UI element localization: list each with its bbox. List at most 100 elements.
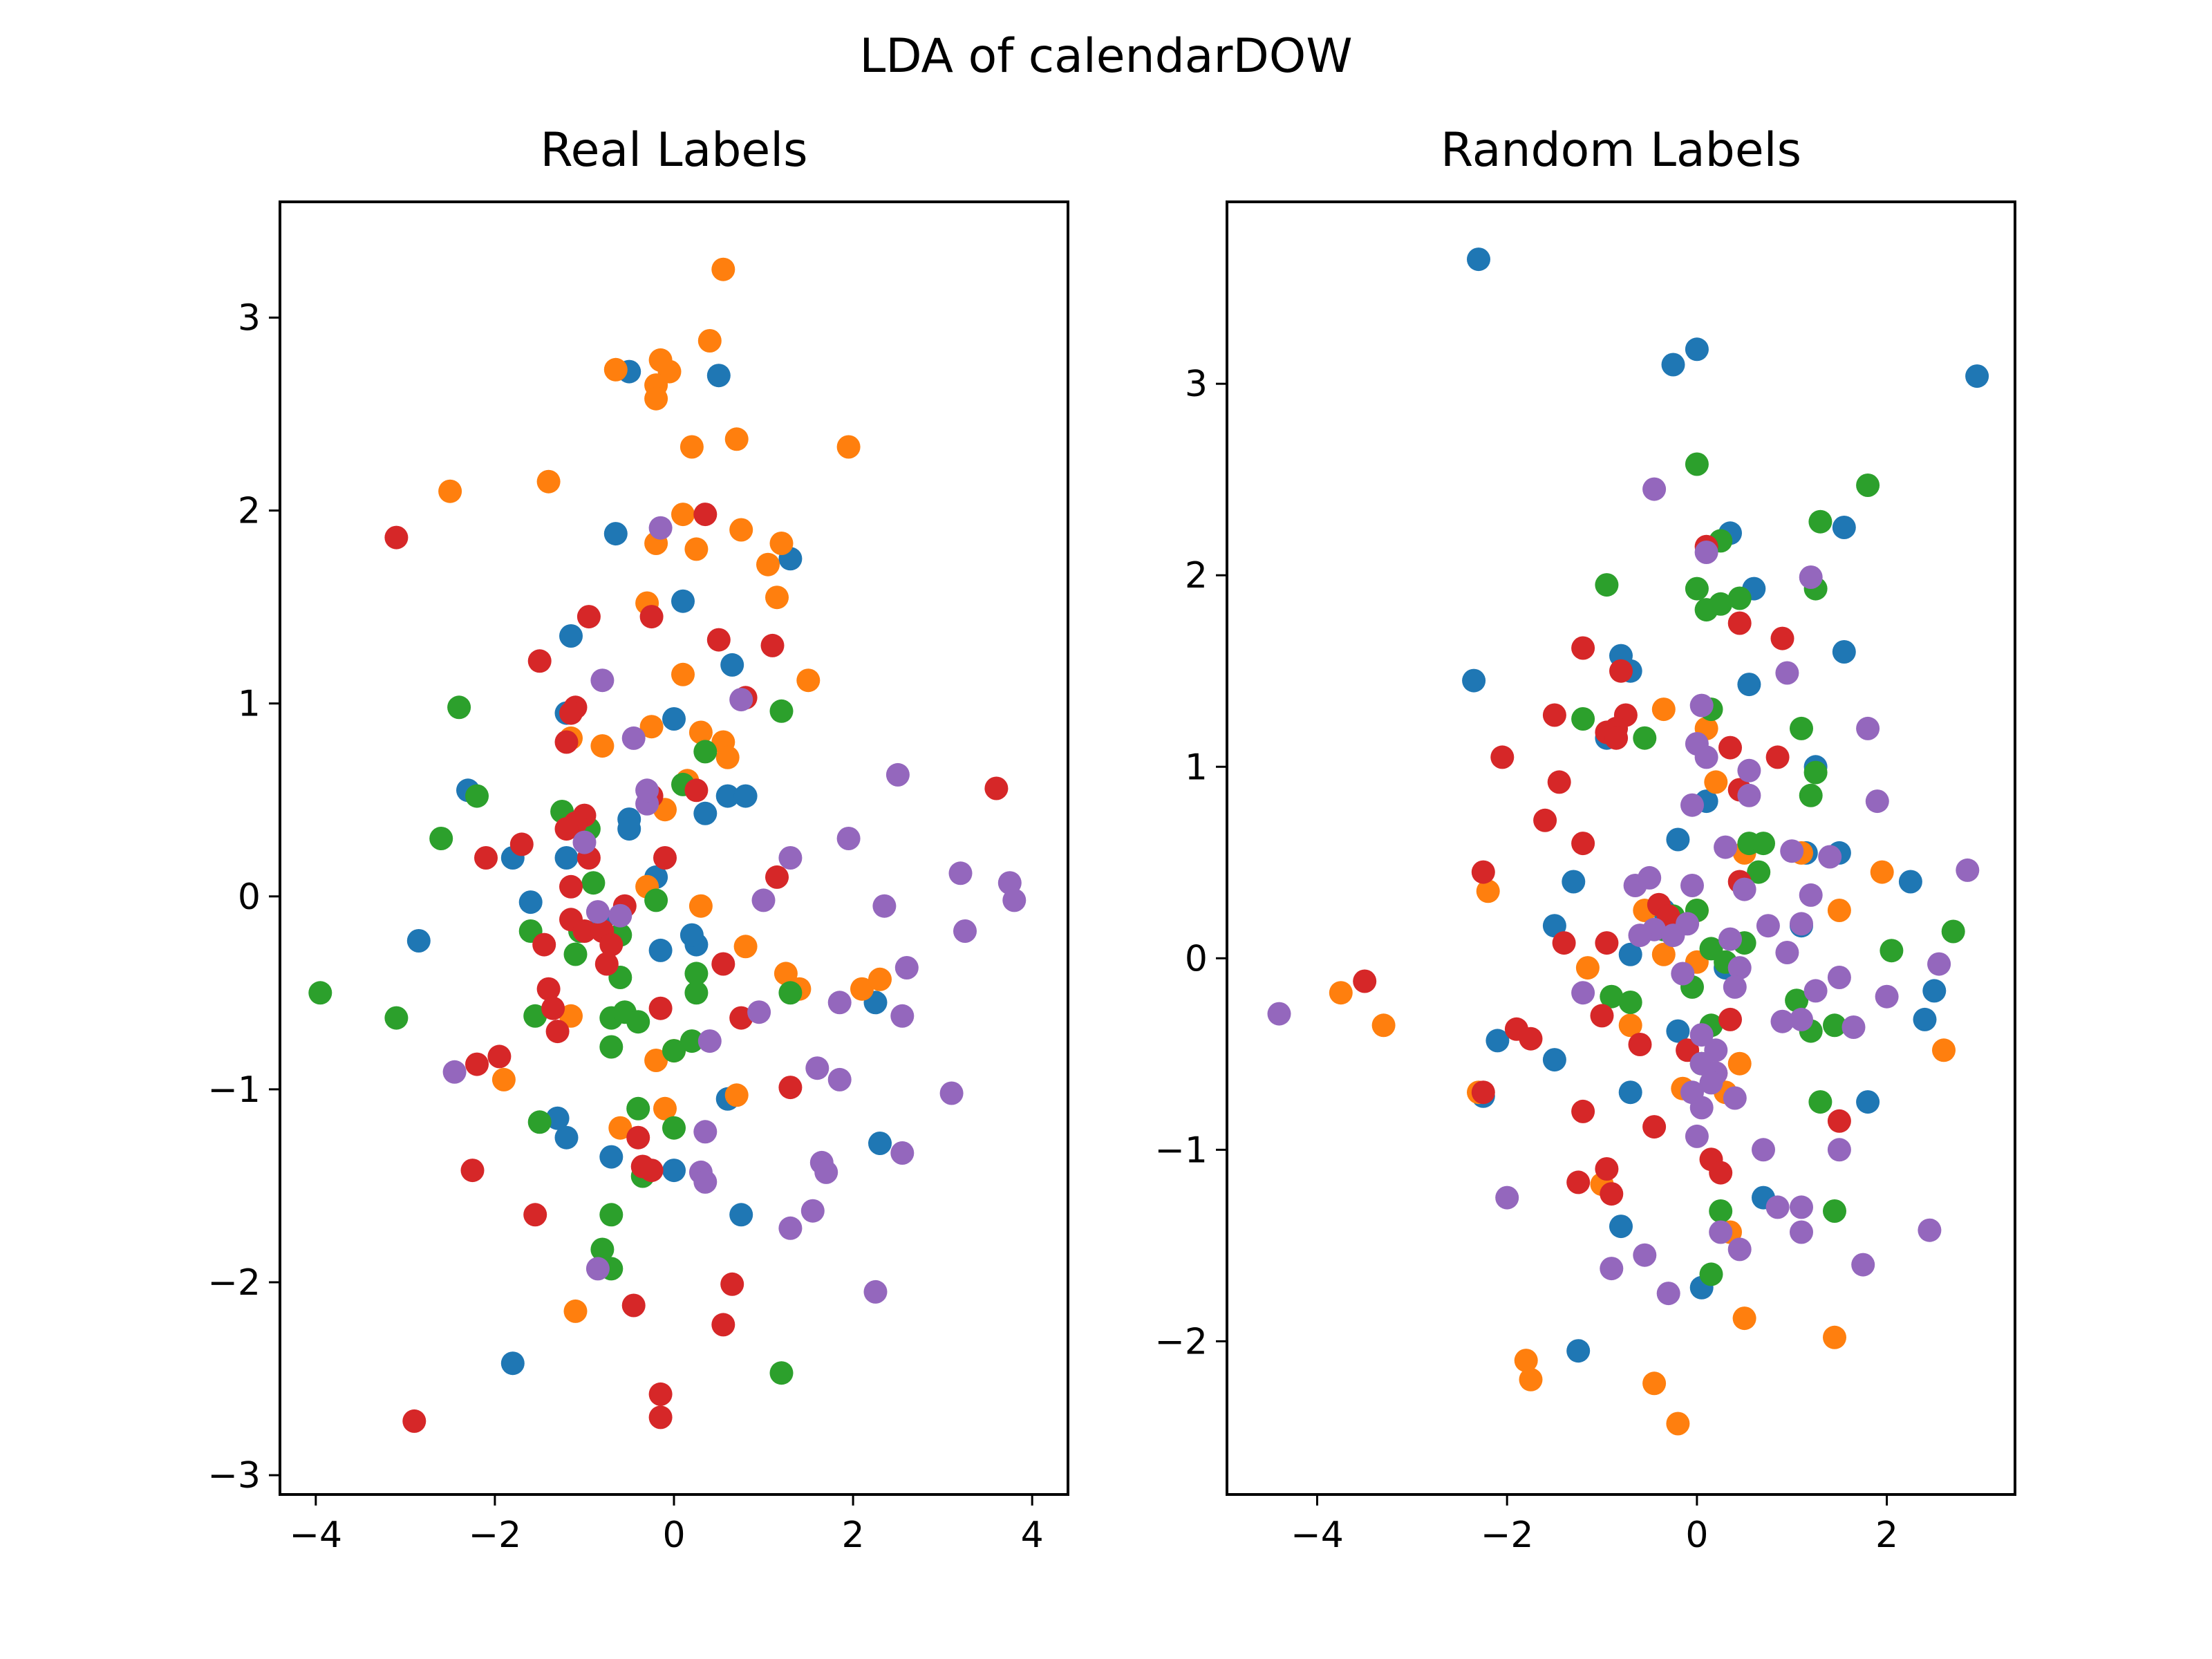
scatter-point-class-3 <box>729 1006 753 1030</box>
scatter-point-class-0 <box>671 589 695 613</box>
scatter-point-class-0 <box>729 1203 753 1227</box>
scatter-point-class-3 <box>711 1313 735 1337</box>
scatter-point-class-3 <box>509 832 534 856</box>
scatter-point-class-3 <box>1765 745 1790 769</box>
scatter-point-class-3 <box>1595 931 1619 955</box>
scatter-point-class-0 <box>559 624 583 648</box>
scatter-point-class-4 <box>1694 745 1718 769</box>
scatter-point-class-0 <box>706 364 731 388</box>
scatter-point-class-0 <box>554 1125 579 1150</box>
scatter-point-class-0 <box>868 1132 892 1155</box>
scatter-point-class-1 <box>590 734 615 758</box>
x-tick-label: −2 <box>1481 1515 1534 1556</box>
scatter-point-class-4 <box>635 778 659 803</box>
y-tick-label: 0 <box>1185 938 1208 980</box>
scatter-point-class-4 <box>1799 883 1823 907</box>
y-tick-label: 2 <box>238 491 261 532</box>
scatter-point-class-4 <box>1718 927 1742 951</box>
scatter-point-class-3 <box>554 817 579 841</box>
scatter-point-class-4 <box>1661 924 1685 948</box>
scatter-point-class-3 <box>523 1203 547 1227</box>
scatter-point-class-3 <box>1533 808 1557 832</box>
scatter-point-class-4 <box>1709 1220 1733 1244</box>
scatter-point-class-3 <box>1718 1007 1742 1031</box>
y-axis-ticks: −2 −1 0 1 2 3 <box>1154 364 1227 1362</box>
scatter-point-class-4 <box>1723 1086 1747 1110</box>
scatter-point-class-1 <box>1371 1013 1396 1038</box>
scatter-point-class-2 <box>1752 832 1775 856</box>
scatter-point-class-0 <box>1922 979 1947 1003</box>
scatter-point-class-1 <box>438 479 462 503</box>
scatter-point-class-0 <box>693 801 718 825</box>
x-axis-ticks: −4 −2 0 2 <box>1291 1494 1898 1556</box>
scatter-point-class-4 <box>1841 1015 1866 1039</box>
scatter-point-class-4 <box>648 516 673 540</box>
scatter-point-class-3 <box>577 605 601 629</box>
scatter-point-class-2 <box>769 699 794 723</box>
scatter-point-class-3 <box>1353 969 1377 993</box>
y-axis-ticks: −3 −2 −1 0 1 2 3 <box>207 297 280 1497</box>
scatter-point-class-1 <box>684 537 709 561</box>
scatter-point-class-1 <box>608 1116 632 1140</box>
scatter-point-class-3 <box>648 996 673 1020</box>
scatter-point-class-3 <box>1571 832 1595 856</box>
scatter-point-class-3 <box>684 778 709 803</box>
scatter-point-class-4 <box>827 1067 852 1091</box>
scatter-point-class-0 <box>662 707 686 731</box>
scatter-point-class-3 <box>1519 1027 1543 1051</box>
scatter-point-class-4 <box>1699 1071 1723 1095</box>
scatter-point-class-1 <box>1651 697 1676 722</box>
x-tick-label: 4 <box>1021 1515 1044 1556</box>
scatter-point-class-4 <box>1770 1009 1794 1033</box>
scatter-point-class-4 <box>1495 1185 1519 1210</box>
scatter-point-class-4 <box>1656 1282 1680 1306</box>
scatter-points <box>1267 247 1989 1436</box>
x-tick-label: 2 <box>1875 1515 1898 1556</box>
scatter-point-class-1 <box>1827 899 1851 922</box>
scatter-point-class-2 <box>626 1010 650 1034</box>
scatter-point-class-2 <box>1709 1199 1733 1223</box>
scatter-point-class-3 <box>465 1052 489 1076</box>
scatter-point-class-2 <box>527 1110 552 1134</box>
scatter-point-class-3 <box>554 730 579 754</box>
scatter-point-class-2 <box>523 1004 547 1028</box>
scatter-point-class-0 <box>1467 247 1490 272</box>
scatter-point-class-3 <box>653 846 677 870</box>
scatter-point-class-1 <box>1732 1306 1756 1331</box>
scatter-point-class-0 <box>500 1351 525 1376</box>
scatter-point-class-3 <box>1600 1182 1624 1206</box>
scatter-point-class-1 <box>733 935 758 959</box>
scatter-point-class-2 <box>1941 919 1965 944</box>
scatter-point-class-1 <box>1870 860 1894 884</box>
scatter-point-class-3 <box>1547 770 1571 794</box>
scatter-point-class-3 <box>1642 1115 1667 1139</box>
scatter-point-class-4 <box>1685 1124 1709 1148</box>
y-tick-label: 3 <box>1185 364 1208 405</box>
scatter-point-class-1 <box>559 1004 583 1028</box>
scatter-point-class-2 <box>581 871 606 895</box>
scatter-point-class-4 <box>1680 793 1704 817</box>
scatter-point-class-2 <box>1808 1090 1833 1114</box>
scatter-point-class-1 <box>679 435 704 459</box>
scatter-point-class-1 <box>796 668 821 693</box>
scatter-point-class-2 <box>1595 573 1619 597</box>
scatter-point-class-3 <box>487 1044 512 1069</box>
scatter-point-class-0 <box>1898 870 1922 894</box>
scatter-point-class-4 <box>1628 924 1652 948</box>
scatter-point-class-1 <box>1618 1013 1642 1038</box>
scatter-point-class-3 <box>621 1293 646 1318</box>
scatter-point-class-3 <box>460 1159 485 1183</box>
scatter-point-class-3 <box>1566 1170 1591 1194</box>
scatter-point-class-1 <box>688 894 713 918</box>
scatter-point-class-2 <box>1823 1013 1846 1038</box>
scatter-point-class-2 <box>599 1203 624 1227</box>
scatter-point-class-2 <box>1571 707 1595 731</box>
scatter-point-class-2 <box>662 1116 686 1140</box>
scatter-point-class-4 <box>863 1280 888 1304</box>
scatter-point-class-0 <box>1737 673 1761 697</box>
scatter-point-class-4 <box>778 846 803 870</box>
scatter-point-class-4 <box>1638 865 1662 890</box>
scatter-point-class-4 <box>585 900 610 924</box>
scatter-point-class-0 <box>1609 1215 1633 1239</box>
scatter-point-class-4 <box>729 688 753 712</box>
